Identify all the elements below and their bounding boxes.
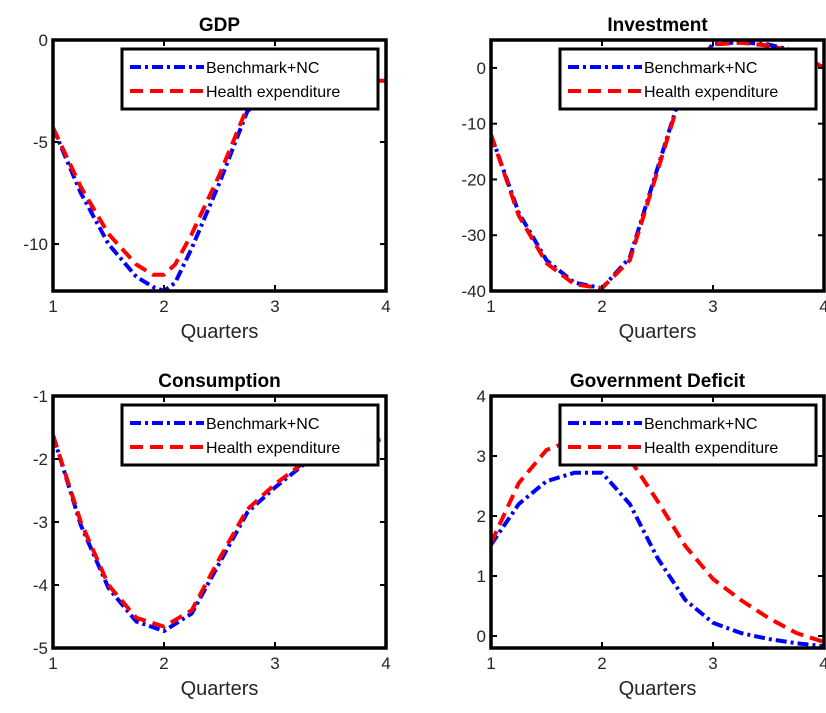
x-axis-label: Quarters — [619, 321, 697, 343]
legend: Benchmark+NC Health expenditure — [558, 47, 818, 111]
legend-entry: Benchmark+NC — [206, 416, 319, 433]
legend: Benchmark+NC Health expenditure — [120, 403, 380, 467]
x-axis-label: Quarters — [181, 321, 259, 343]
legend-entry: Benchmark+NC — [206, 60, 319, 77]
x-axis-label: Quarters — [181, 678, 259, 700]
legend-entry: Benchmark+NC — [644, 416, 757, 433]
x-tick-label: 4 — [381, 297, 390, 316]
chart-title: Government Deficit — [570, 371, 746, 392]
legend-box — [120, 403, 380, 467]
subplot-3: Consumption 1 2 3 4 -1 -2 -3 -4 -5 Quarters Benchma… — [33, 371, 391, 700]
x-tick-label: 2 — [159, 654, 168, 673]
subplot-1: GDP 1 2 3 4 0 -5 -10 Quarters Benchmark+NC Health … — [23, 15, 390, 343]
x-axis-label: Quarters — [619, 678, 697, 700]
legend: Benchmark+NC Health expenditure — [120, 47, 380, 111]
y-tick-label: -10 — [461, 115, 486, 134]
legend: Benchmark+NC Health expenditure — [558, 403, 818, 467]
y-tick-label: -5 — [33, 639, 48, 658]
y-tick-label: 0 — [39, 31, 48, 50]
y-tick-label: -3 — [33, 513, 48, 532]
legend-box — [120, 47, 380, 111]
y-tick-label: 2 — [477, 507, 486, 526]
legend-entry: Health expenditure — [206, 84, 340, 101]
x-tick-label: 3 — [270, 297, 279, 316]
legend-entry: Health expenditure — [644, 440, 778, 457]
x-tick-label: 4 — [381, 654, 390, 673]
y-tick-label: -1 — [33, 387, 48, 406]
series-line-benchmark-nc — [491, 470, 824, 648]
subplot-2: Investment 1 2 3 4 0 -10 -20 -30 -40 Quarters Bench… — [461, 15, 826, 343]
series-line-health-expenditure — [491, 437, 824, 644]
y-tick-label: -40 — [461, 282, 486, 301]
x-tick-label: 2 — [597, 654, 606, 673]
legend-entry: Benchmark+NC — [644, 60, 757, 77]
x-tick-label: 4 — [819, 654, 826, 673]
x-tick-label: 3 — [708, 654, 717, 673]
x-tick-label: 1 — [486, 297, 495, 316]
x-tick-label: 1 — [486, 654, 495, 673]
y-tick-label: 0 — [477, 627, 486, 646]
y-tick-label: -30 — [461, 226, 486, 245]
chart-title: Consumption — [158, 371, 280, 392]
y-tick-label: 3 — [477, 447, 486, 466]
chart-title: GDP — [199, 15, 241, 36]
x-tick-label: 2 — [597, 297, 606, 316]
x-tick-label: 2 — [159, 297, 168, 316]
axes-box — [51, 38, 388, 293]
x-tick-label: 4 — [819, 297, 826, 316]
y-tick-label: 4 — [477, 387, 486, 406]
legend-box — [558, 47, 818, 111]
y-tick-label: -4 — [33, 576, 48, 595]
y-tick-label: -2 — [33, 450, 48, 469]
chart-title: Investment — [607, 15, 708, 36]
y-tick-label: -20 — [461, 170, 486, 189]
x-tick-label: 1 — [48, 654, 57, 673]
y-tick-label: -5 — [33, 133, 48, 152]
series-line-health-expenditure — [491, 40, 824, 291]
series-line-benchmark-nc — [53, 78, 386, 291]
legend-entry: Health expenditure — [206, 440, 340, 457]
y-tick-label: -10 — [23, 235, 48, 254]
legend-entry: Health expenditure — [644, 84, 778, 101]
axes-box — [489, 38, 826, 293]
y-tick-label: 0 — [477, 59, 486, 78]
axes-box — [489, 394, 826, 650]
legend-box — [558, 403, 818, 467]
x-tick-label: 3 — [270, 654, 279, 673]
y-tick-label: 1 — [477, 567, 486, 586]
x-tick-label: 1 — [48, 297, 57, 316]
x-tick-label: 3 — [708, 297, 717, 316]
